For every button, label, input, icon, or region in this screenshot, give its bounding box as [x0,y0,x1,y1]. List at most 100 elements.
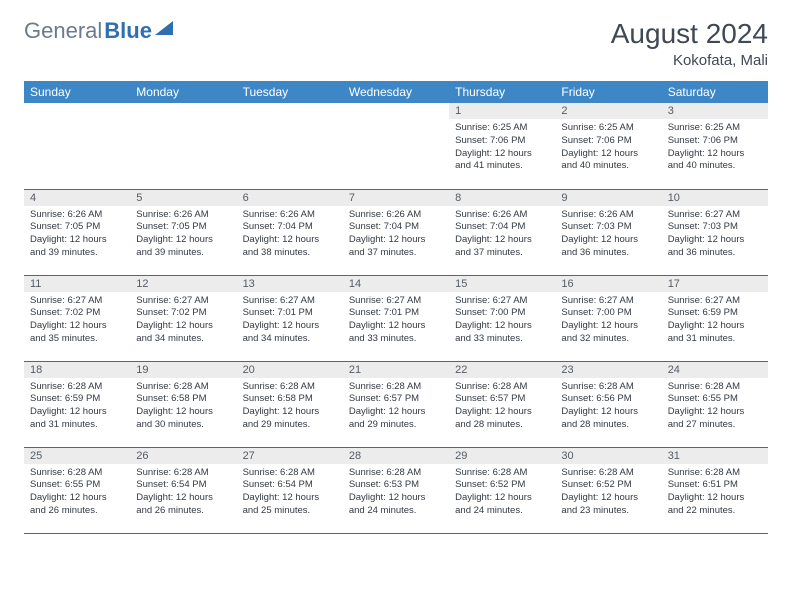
calendar-cell: 21Sunrise: 6:28 AMSunset: 6:57 PMDayligh… [343,361,449,447]
daylight-line: Daylight: 12 hours and 36 minutes. [561,234,655,260]
location-label: Kokofata, Mali [611,52,768,69]
day-details: Sunrise: 6:28 AMSunset: 6:51 PMDaylight:… [662,464,768,522]
calendar-cell: 18Sunrise: 6:28 AMSunset: 6:59 PMDayligh… [24,361,130,447]
sunset-line: Sunset: 7:01 PM [349,307,443,320]
sunrise-line: Sunrise: 6:28 AM [455,381,549,394]
sunrise-line: Sunrise: 6:28 AM [561,381,655,394]
calendar-body: ....1Sunrise: 6:25 AMSunset: 7:06 PMDayl… [24,103,768,533]
page-header: GeneralBlue August 2024 Kokofata, Mali [24,18,768,69]
sunset-line: Sunset: 7:05 PM [30,221,124,234]
daylight-line: Daylight: 12 hours and 23 minutes. [561,492,655,518]
logo: GeneralBlue [24,18,173,44]
day-details: Sunrise: 6:26 AMSunset: 7:04 PMDaylight:… [343,206,449,264]
calendar-week-row: 18Sunrise: 6:28 AMSunset: 6:59 PMDayligh… [24,361,768,447]
daylight-line: Daylight: 12 hours and 35 minutes. [30,320,124,346]
daylight-line: Daylight: 12 hours and 33 minutes. [455,320,549,346]
daylight-line: Daylight: 12 hours and 37 minutes. [349,234,443,260]
day-number: 20 [237,362,343,378]
weekday-row: SundayMondayTuesdayWednesdayThursdayFrid… [24,81,768,103]
daylight-line: Daylight: 12 hours and 25 minutes. [243,492,337,518]
daylight-line: Daylight: 12 hours and 39 minutes. [30,234,124,260]
weekday-header: Sunday [24,81,130,103]
sunrise-line: Sunrise: 6:28 AM [30,467,124,480]
day-number: 1 [449,103,555,119]
calendar-table: SundayMondayTuesdayWednesdayThursdayFrid… [24,81,768,534]
calendar-cell: 8Sunrise: 6:26 AMSunset: 7:04 PMDaylight… [449,189,555,275]
calendar-week-row: ....1Sunrise: 6:25 AMSunset: 7:06 PMDayl… [24,103,768,189]
sunrise-line: Sunrise: 6:28 AM [243,381,337,394]
day-details: Sunrise: 6:27 AMSunset: 7:01 PMDaylight:… [237,292,343,350]
day-details: Sunrise: 6:28 AMSunset: 6:58 PMDaylight:… [237,378,343,436]
sunrise-line: Sunrise: 6:26 AM [561,209,655,222]
day-details: Sunrise: 6:26 AMSunset: 7:05 PMDaylight:… [24,206,130,264]
day-details: Sunrise: 6:28 AMSunset: 6:55 PMDaylight:… [24,464,130,522]
sunset-line: Sunset: 6:55 PM [30,479,124,492]
calendar-cell: 3Sunrise: 6:25 AMSunset: 7:06 PMDaylight… [662,103,768,189]
daylight-line: Daylight: 12 hours and 29 minutes. [349,406,443,432]
calendar-cell: . [237,103,343,189]
sunset-line: Sunset: 7:03 PM [668,221,762,234]
day-details: Sunrise: 6:28 AMSunset: 6:53 PMDaylight:… [343,464,449,522]
sunset-line: Sunset: 6:59 PM [668,307,762,320]
daylight-line: Daylight: 12 hours and 39 minutes. [136,234,230,260]
daylight-line: Daylight: 12 hours and 31 minutes. [30,406,124,432]
calendar-cell: . [343,103,449,189]
calendar-cell: 15Sunrise: 6:27 AMSunset: 7:00 PMDayligh… [449,275,555,361]
calendar-cell: 11Sunrise: 6:27 AMSunset: 7:02 PMDayligh… [24,275,130,361]
daylight-line: Daylight: 12 hours and 33 minutes. [349,320,443,346]
sunrise-line: Sunrise: 6:27 AM [136,295,230,308]
sunset-line: Sunset: 7:06 PM [561,135,655,148]
sunrise-line: Sunrise: 6:28 AM [668,467,762,480]
daylight-line: Daylight: 12 hours and 27 minutes. [668,406,762,432]
sunrise-line: Sunrise: 6:25 AM [668,122,762,135]
daylight-line: Daylight: 12 hours and 31 minutes. [668,320,762,346]
sunset-line: Sunset: 7:04 PM [243,221,337,234]
day-details: Sunrise: 6:28 AMSunset: 6:59 PMDaylight:… [24,378,130,436]
day-details: Sunrise: 6:26 AMSunset: 7:03 PMDaylight:… [555,206,661,264]
day-number: 30 [555,448,661,464]
sunrise-line: Sunrise: 6:27 AM [668,295,762,308]
weekday-header: Saturday [662,81,768,103]
calendar-cell: 24Sunrise: 6:28 AMSunset: 6:55 PMDayligh… [662,361,768,447]
daylight-line: Daylight: 12 hours and 38 minutes. [243,234,337,260]
day-details: Sunrise: 6:28 AMSunset: 6:52 PMDaylight:… [555,464,661,522]
sunset-line: Sunset: 6:57 PM [455,393,549,406]
day-number: 2 [555,103,661,119]
sunset-line: Sunset: 7:04 PM [455,221,549,234]
sunrise-line: Sunrise: 6:27 AM [349,295,443,308]
logo-text-gray: General [24,18,102,44]
calendar-head: SundayMondayTuesdayWednesdayThursdayFrid… [24,81,768,103]
day-details: Sunrise: 6:26 AMSunset: 7:05 PMDaylight:… [130,206,236,264]
day-number: 13 [237,276,343,292]
day-details: Sunrise: 6:28 AMSunset: 6:56 PMDaylight:… [555,378,661,436]
day-number: 10 [662,190,768,206]
day-number: 11 [24,276,130,292]
day-details: Sunrise: 6:28 AMSunset: 6:54 PMDaylight:… [237,464,343,522]
calendar-cell: 4Sunrise: 6:26 AMSunset: 7:05 PMDaylight… [24,189,130,275]
day-number: 15 [449,276,555,292]
sunset-line: Sunset: 6:54 PM [136,479,230,492]
sunrise-line: Sunrise: 6:26 AM [243,209,337,222]
calendar-cell: 5Sunrise: 6:26 AMSunset: 7:05 PMDaylight… [130,189,236,275]
sunset-line: Sunset: 7:06 PM [455,135,549,148]
calendar-cell: 1Sunrise: 6:25 AMSunset: 7:06 PMDaylight… [449,103,555,189]
sunset-line: Sunset: 7:04 PM [349,221,443,234]
sunset-line: Sunset: 7:00 PM [455,307,549,320]
day-number: 14 [343,276,449,292]
sunrise-line: Sunrise: 6:28 AM [136,381,230,394]
weekday-header: Thursday [449,81,555,103]
sunset-line: Sunset: 6:52 PM [455,479,549,492]
daylight-line: Daylight: 12 hours and 24 minutes. [349,492,443,518]
calendar-cell: 27Sunrise: 6:28 AMSunset: 6:54 PMDayligh… [237,447,343,533]
sunrise-line: Sunrise: 6:28 AM [349,381,443,394]
sunset-line: Sunset: 7:05 PM [136,221,230,234]
sunrise-line: Sunrise: 6:28 AM [349,467,443,480]
daylight-line: Daylight: 12 hours and 26 minutes. [30,492,124,518]
sunset-line: Sunset: 7:00 PM [561,307,655,320]
daylight-line: Daylight: 12 hours and 41 minutes. [455,148,549,174]
sunrise-line: Sunrise: 6:28 AM [30,381,124,394]
day-number: 12 [130,276,236,292]
sunset-line: Sunset: 6:52 PM [561,479,655,492]
sunset-line: Sunset: 6:57 PM [349,393,443,406]
day-number: 8 [449,190,555,206]
